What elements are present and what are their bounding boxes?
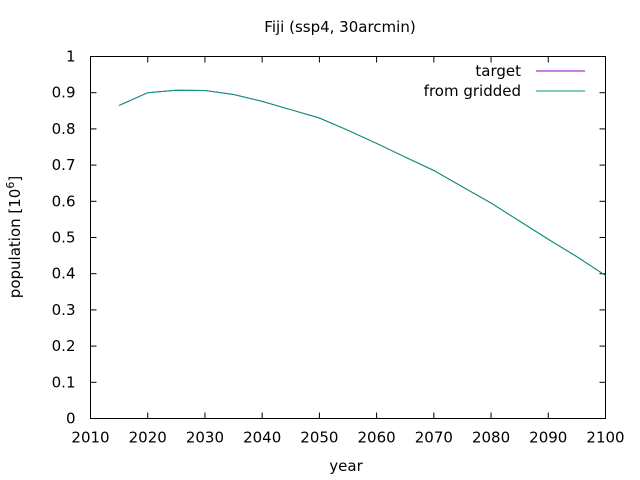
legend: target from gridded [424, 62, 585, 100]
y-axis: 0 0.1 0.2 0.3 0.4 0.5 0.6 0.7 0.8 0.9 1 [52, 48, 606, 428]
y-axis-label: population [106] [4, 176, 24, 298]
x-tick-label: 2030 [186, 429, 224, 447]
y-tick-label: 0.2 [52, 337, 76, 355]
x-tick-label: 2050 [300, 429, 338, 447]
legend-label: target [475, 62, 521, 80]
y-tick-label: 0.6 [52, 192, 76, 210]
x-tick-label: 2040 [243, 429, 281, 447]
y-tick-label: 0.8 [52, 120, 76, 138]
series-layer [118, 89, 606, 276]
x-tick-label: 2100 [586, 429, 624, 447]
y-tick-label: 0 [66, 410, 76, 428]
y-tick-label: 0.4 [52, 265, 76, 283]
y-tick-label: 0.5 [52, 229, 76, 247]
y-tick-label: 0.3 [52, 301, 76, 319]
legend-label: from gridded [424, 82, 521, 100]
y-tick-label: 0.7 [52, 156, 76, 174]
y-tick-label: 0.1 [52, 373, 76, 391]
x-axis-label: year [329, 457, 363, 475]
x-tick-label: 2090 [529, 429, 567, 447]
series-line-1 [118, 89, 606, 276]
x-tick-label: 2010 [71, 429, 109, 447]
y-axis-label-suffix: ] [6, 176, 24, 182]
x-tick-label: 2020 [129, 429, 167, 447]
y-axis-label-main: population [10 [6, 189, 24, 299]
y-axis-label-exponent: 6 [4, 182, 17, 189]
x-tick-label: 2080 [472, 429, 510, 447]
x-tick-label: 2060 [358, 429, 396, 447]
x-axis: 2010 2020 2030 2040 2050 2060 2070 2080 2090 2100 [71, 56, 625, 447]
y-tick-label: 1 [66, 48, 76, 66]
x-tick-label: 2070 [415, 429, 453, 447]
plot-frame [90, 56, 606, 419]
chart-title: Fiji (ssp4, 30arcmin) [264, 18, 415, 36]
y-tick-label: 0.9 [52, 84, 76, 102]
series-line-0 [118, 89, 606, 276]
